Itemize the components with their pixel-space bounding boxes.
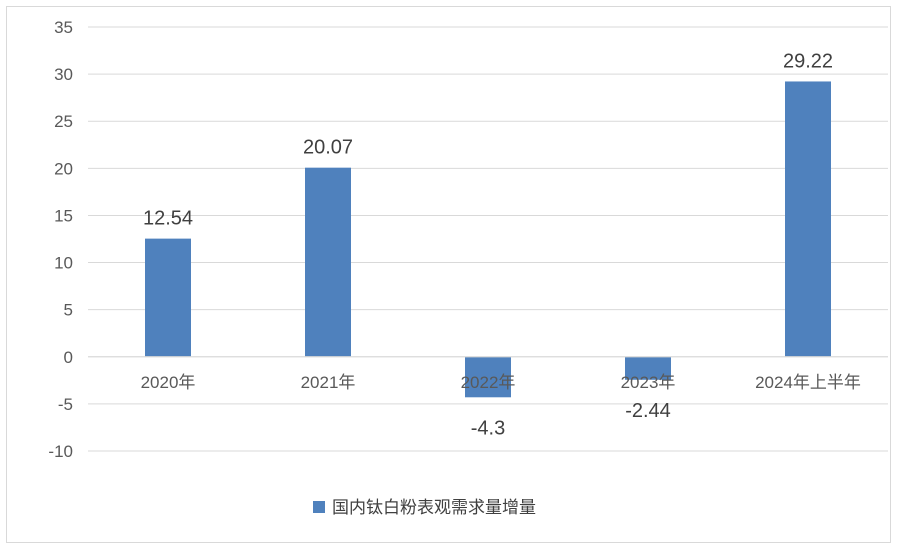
bars [145,81,831,398]
y-axis-tick-labels: 35 30 25 20 15 10 5 0 -5 -10 [48,18,73,461]
y-tick-label: -5 [58,395,73,414]
x-axis-tick-labels: 2020年 2021年 2022年 2023年 2024年上半年 [141,373,861,392]
y-tick-label: -10 [48,442,73,461]
bar [625,356,671,380]
y-tick-label: 15 [54,206,73,225]
y-tick-label: 10 [54,254,73,273]
bar [145,238,191,357]
data-labels: 12.54 20.07 -4.3 -2.44 29.22 [143,50,833,439]
x-tick-label: 2022年 [461,373,516,392]
data-label: 29.22 [783,50,833,72]
y-tick-label: 35 [54,18,73,37]
data-label: -2.44 [625,400,671,422]
legend: 国内钛白粉表观需求量增量 [313,498,536,517]
y-tick-label: 20 [54,159,73,178]
gridlines [88,26,888,452]
y-tick-label: 0 [64,348,73,367]
x-tick-label: 2021年 [301,373,356,392]
data-label: 20.07 [303,137,353,159]
x-tick-label: 2020年 [141,373,196,392]
data-label: 12.54 [143,208,193,230]
x-tick-label: 2024年上半年 [755,373,861,392]
y-tick-label: 5 [64,301,73,320]
legend-swatch [313,501,325,513]
bar [785,81,831,357]
data-label: -4.3 [471,417,505,439]
bar [465,356,511,398]
y-tick-label: 25 [54,112,73,131]
x-tick-label: 2023年 [621,373,676,392]
legend-label: 国内钛白粉表观需求量增量 [332,498,536,517]
bar [305,167,351,357]
y-tick-label: 30 [54,65,73,84]
